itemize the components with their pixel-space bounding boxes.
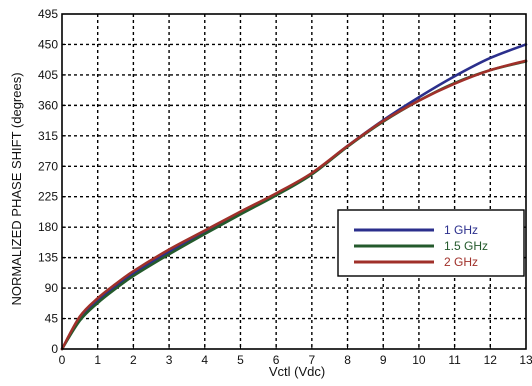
series-line-1-5-ghz (60, 60, 528, 351)
x-tick-label: 7 (309, 353, 316, 367)
series-line-1-ghz (60, 43, 528, 351)
x-tick-label: 12 (484, 353, 498, 367)
plot-area-border (61, 13, 527, 350)
x-tick-label: 3 (166, 353, 173, 367)
grid-lines (62, 14, 526, 349)
tick-labels: 0 1 2 3 4 5 6 7 8 9 10 11 12 130459013518022527031536… (38, 7, 532, 367)
x-axis-label: Vctl (Vdc) (269, 364, 325, 379)
y-tick-label: 360 (38, 98, 58, 112)
y-tick-label: 405 (38, 68, 58, 82)
legend-box (337, 209, 525, 277)
y-tick-label: 135 (38, 251, 58, 265)
y-tick-label: 0 (51, 342, 58, 356)
y-tick-label: 270 (38, 159, 58, 173)
x-tick-label: 11 (448, 353, 461, 367)
x-tick-label: 9 (380, 353, 387, 367)
y-axis-label: NORMALIZED PHASE SHIFT (degrees) (9, 72, 24, 305)
series-line-2-ghz (60, 59, 528, 351)
x-tick-label: 6 (273, 353, 280, 367)
x-tick-label: 5 (237, 353, 244, 367)
x-tick-label: 0 (59, 353, 66, 367)
legend: 1 GHz 1.5 GHz 2 GHz (337, 209, 525, 277)
y-tick-label: 90 (45, 281, 59, 295)
legend-label-2-ghz: 2 GHz (444, 255, 478, 269)
x-tick-label: 1 (94, 353, 101, 367)
y-tick-label: 315 (38, 129, 58, 143)
legend-label-1-ghz: 1 GHz (444, 223, 478, 237)
y-tick-label: 225 (38, 190, 58, 204)
y-tick-label: 45 (45, 312, 59, 326)
x-tick-label: 4 (201, 353, 208, 367)
x-tick-label: 10 (412, 353, 426, 367)
x-tick-label: 2 (130, 353, 137, 367)
x-tick-label: 13 (519, 353, 532, 367)
y-tick-label: 180 (38, 220, 58, 234)
series-lines (60, 43, 528, 351)
plot-frame (61, 13, 527, 350)
y-tick-label: 495 (38, 7, 58, 21)
x-tick-label: 8 (344, 353, 351, 367)
legend-label-1-5-ghz: 1.5 GHz (444, 239, 488, 253)
y-tick-label: 450 (38, 37, 58, 51)
